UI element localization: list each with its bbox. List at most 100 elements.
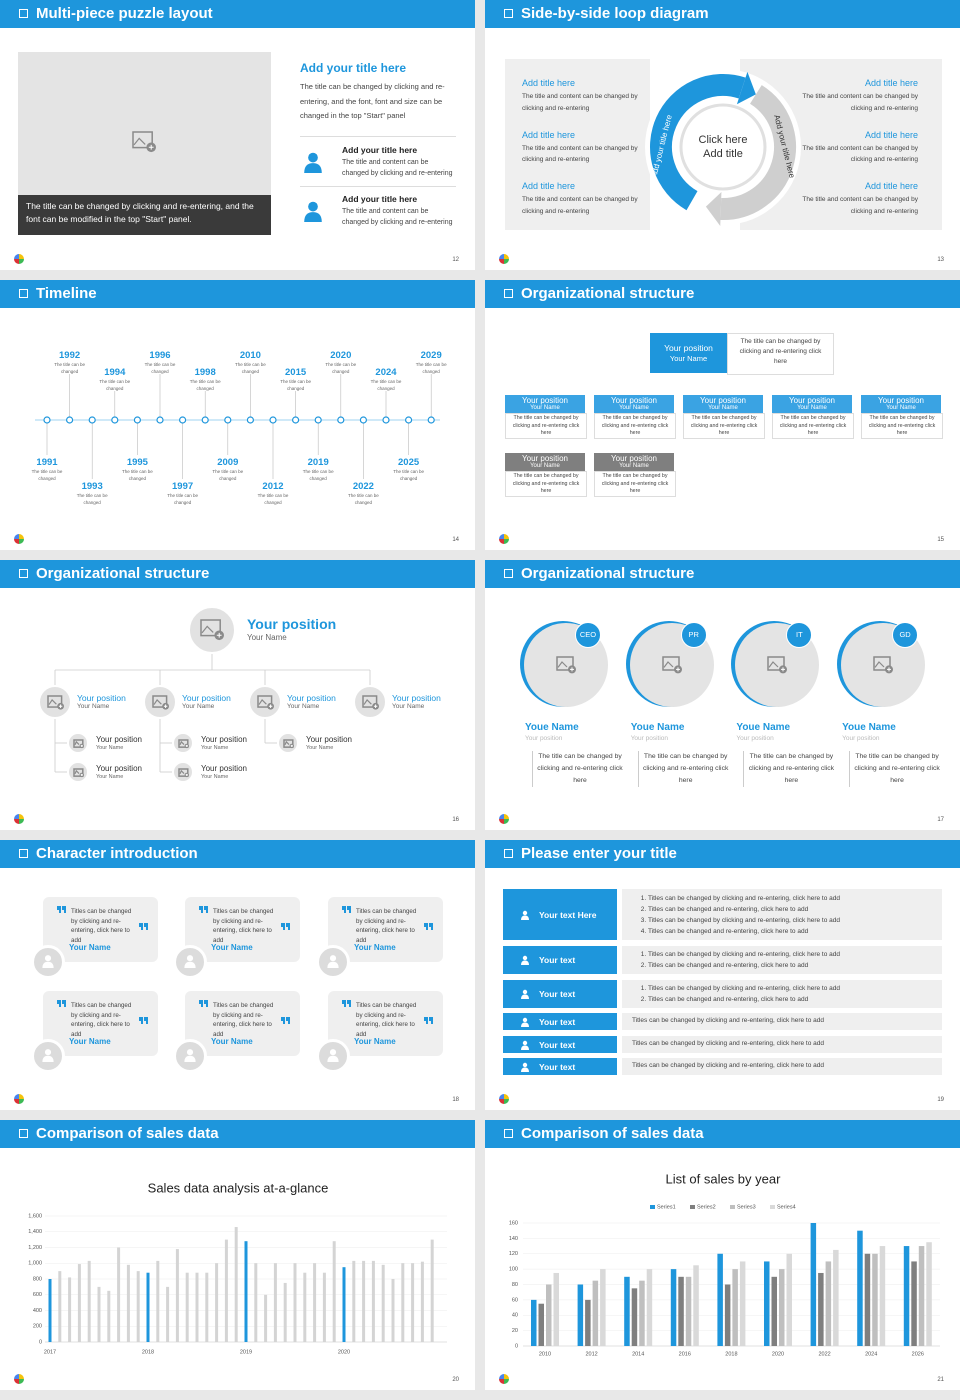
box-text: The title can be changed by clicking and… — [594, 471, 676, 497]
event-year: 1998 — [194, 367, 216, 378]
bar — [107, 1290, 111, 1342]
row-panel: Titles can be changed by clicking and re… — [622, 1058, 942, 1075]
bar — [391, 1279, 395, 1342]
logo — [14, 1374, 24, 1384]
bar — [313, 1263, 317, 1342]
legend-swatch — [690, 1205, 695, 1209]
y-tick-label: 140 — [509, 1236, 518, 1242]
person-icon — [521, 1062, 529, 1072]
bar — [371, 1260, 375, 1342]
chart-title: Sales data analysis at-a-glance — [148, 1180, 329, 1195]
timeline-dot — [111, 416, 119, 424]
arc-gray — [720, 85, 796, 220]
quote-part — [342, 906, 346, 910]
item-text: The title and content can be changed by … — [342, 159, 453, 177]
icon-plus — [675, 667, 680, 672]
icon-plus — [570, 667, 574, 672]
timeline-dot — [359, 416, 367, 424]
row-label-text: Your text — [539, 989, 576, 999]
logo — [14, 534, 24, 544]
timeline-dot — [246, 416, 254, 424]
quote-part — [283, 926, 285, 930]
quote-part — [286, 1017, 290, 1021]
x-tick-label: 2026 — [912, 1351, 924, 1357]
timeline-dot — [65, 416, 74, 424]
row-label-text: Your text — [539, 1016, 576, 1027]
image-icon — [177, 767, 189, 777]
icon-plus — [290, 744, 293, 747]
bar — [786, 1253, 792, 1346]
quote-part — [139, 923, 143, 927]
item-title: Add title here — [864, 129, 918, 140]
avatar-circle — [353, 685, 387, 719]
icon-plus — [80, 773, 83, 776]
avatar-circle — [67, 761, 89, 783]
slide-title: Comparison of sales data — [36, 1125, 219, 1142]
bar — [693, 1265, 699, 1346]
x-tick-label: 2022 — [818, 1351, 830, 1357]
icon-frame — [72, 738, 84, 748]
event-text: The title can be changed — [348, 493, 379, 505]
staff-position: Your position — [306, 735, 352, 744]
event-text: The title can be changed — [212, 469, 244, 481]
x-tick-label: 2024 — [865, 1351, 877, 1357]
header-icon — [19, 569, 28, 578]
header-icon — [504, 1129, 513, 1138]
icon-plus — [185, 744, 188, 747]
box-header: Your position Your Name — [772, 395, 852, 413]
quote-part — [57, 1000, 61, 1004]
bar — [818, 1272, 824, 1346]
bar — [732, 1269, 738, 1346]
bar — [58, 1271, 62, 1342]
timeline-dot — [88, 416, 96, 424]
person-icon — [184, 955, 196, 968]
staff-name: Your Name — [201, 774, 229, 780]
header-icon — [19, 289, 28, 298]
row-label: Your text Here — [503, 889, 617, 940]
avatar — [316, 1039, 350, 1073]
slide: Organizational structure 17 CEO Youe Name Yo… — [485, 560, 960, 830]
slide-number: 19 — [937, 1097, 944, 1103]
image-caption: The title can be changed by clicking and… — [18, 195, 271, 235]
image-icon — [661, 656, 682, 674]
arc-blue — [650, 74, 746, 211]
row-label: Your text — [503, 946, 617, 974]
icon-head — [522, 989, 528, 995]
avatar-circle — [143, 685, 177, 719]
quote-mark — [424, 923, 433, 930]
event-year: 1997 — [172, 481, 194, 492]
slide-number: 18 — [452, 1097, 459, 1103]
slide-number: 16 — [452, 817, 459, 823]
bar — [77, 1264, 81, 1342]
timeline-dot — [427, 416, 435, 424]
slide-title: Comparison of sales data — [521, 1125, 704, 1142]
badge: CEO — [575, 622, 601, 648]
slide-number: 13 — [937, 257, 944, 263]
timeline-dot — [224, 416, 232, 424]
image-icon — [200, 619, 224, 641]
avatar-circle — [248, 685, 282, 719]
card-quote: Titles can be changed by clicking and re… — [71, 908, 132, 944]
quote-part — [429, 923, 433, 927]
box-position: Your position — [522, 454, 568, 463]
logo — [499, 534, 509, 544]
bar — [68, 1277, 72, 1342]
slide: Organizational structure 16 Your position Y… — [0, 560, 475, 830]
card-role: Your position — [842, 735, 880, 742]
top-box: Your position Your Name — [650, 333, 727, 373]
quote-mark — [199, 906, 208, 913]
y-tick-label: 1,000 — [28, 1261, 42, 1267]
person-icon — [184, 1049, 196, 1062]
quote-part — [199, 906, 203, 910]
icon-plus — [148, 144, 154, 150]
event-year: 2010 — [239, 350, 261, 361]
icon-frame — [873, 656, 891, 671]
manager-name: Your Name — [392, 703, 425, 710]
bar — [126, 1264, 130, 1342]
icon-body — [184, 1055, 196, 1062]
box-header: Your position Your Name — [683, 395, 763, 413]
person-icon — [304, 201, 322, 222]
box-text: The title can be changed by clicking and… — [861, 413, 943, 439]
bar — [254, 1263, 258, 1342]
